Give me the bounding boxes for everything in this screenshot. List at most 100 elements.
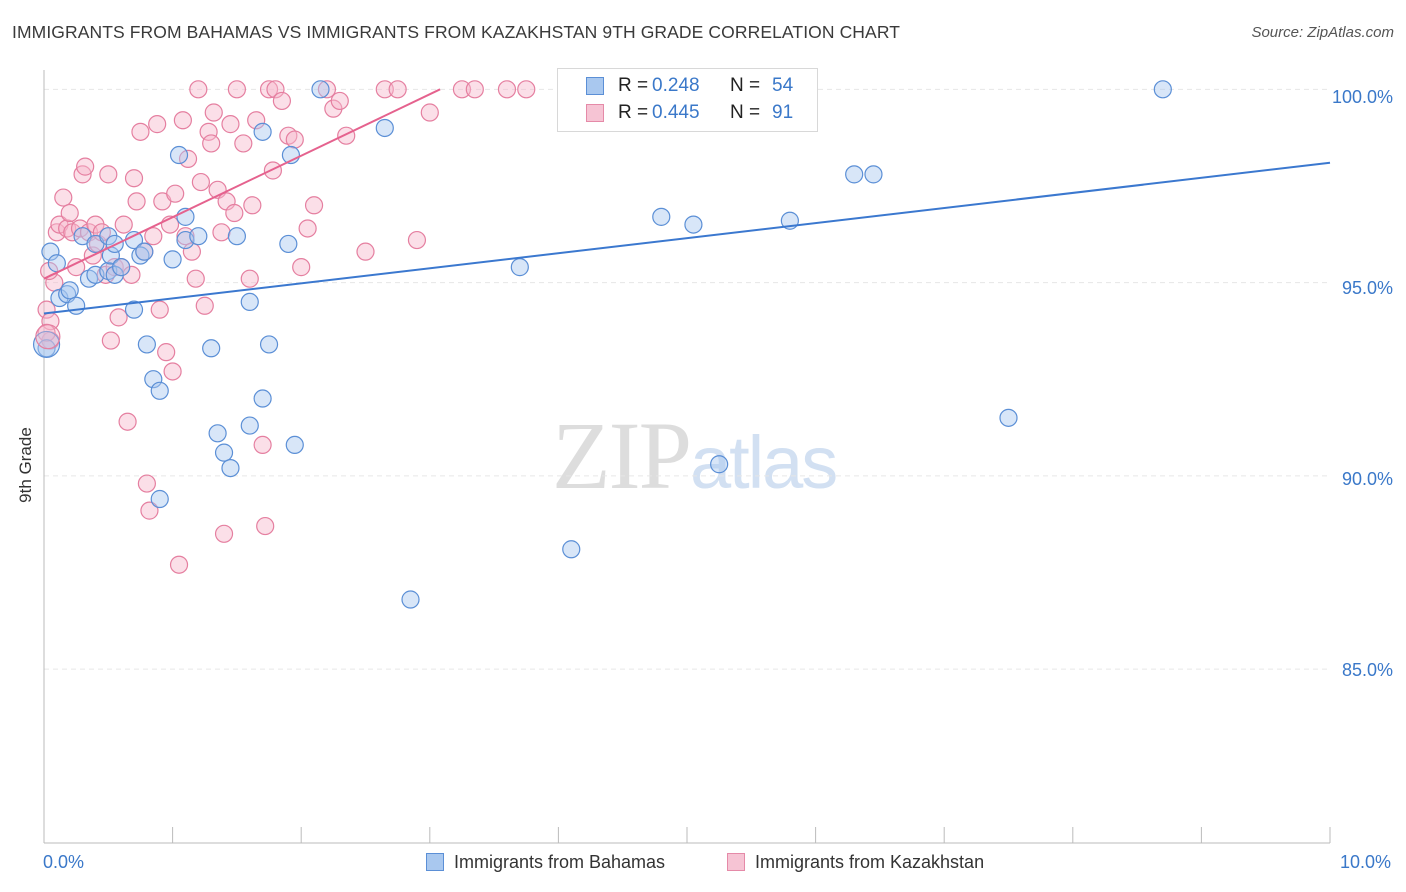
- kazakhstan-point: [272, 91, 292, 111]
- kazakhstan-point: [166, 184, 185, 203]
- bahamas-point: [311, 80, 330, 99]
- bahamas-swatch: [586, 77, 604, 95]
- bahamas-point: [279, 234, 298, 254]
- kazakhstan-point: [452, 80, 472, 99]
- kazakhstan-point: [517, 80, 536, 99]
- kazakhstan-point: [186, 269, 205, 288]
- kazakhstan-point: [54, 188, 73, 207]
- bahamas-point: [150, 381, 169, 400]
- bahamas-point: [1153, 80, 1172, 99]
- bahamas-point: [240, 416, 259, 435]
- bahamas-point: [41, 242, 60, 261]
- kazakhstan-point: [298, 219, 317, 238]
- kazakhstan-legend-swatch: [727, 853, 745, 871]
- bahamas-point: [710, 455, 729, 474]
- kazakhstan-point: [497, 80, 517, 99]
- kazakhstan-swatch: [586, 104, 604, 122]
- y-tick-label-100: 100.0%: [1331, 87, 1393, 107]
- kazakhstan-point: [375, 80, 394, 99]
- chart-title: IMMIGRANTS FROM BAHAMAS VS IMMIGRANTS FR…: [12, 22, 901, 42]
- bahamas-point: [253, 389, 272, 408]
- kazakhstan-point: [243, 196, 262, 215]
- r-value: 0.248: [652, 75, 700, 96]
- bahamas-point: [214, 443, 234, 462]
- stats-legend: R = 0.248 N = 54 R = 0.445 N = 91: [557, 68, 818, 132]
- bahamas-trend-line: [43, 161, 1331, 315]
- y-tick-label-90: 90.0%: [1341, 469, 1393, 489]
- kazakhstan-point: [150, 300, 169, 319]
- bahamas-point: [112, 258, 131, 277]
- bahamas-point: [202, 339, 221, 358]
- kazakhstan-point: [407, 230, 427, 250]
- kazakhstan-point: [173, 111, 192, 130]
- bahamas-point: [510, 258, 529, 277]
- source-credit: Source: ZipAtlas.com: [1251, 24, 1394, 41]
- y-tick-label-85: 85.0%: [1341, 660, 1393, 680]
- kazakhstan-point: [124, 169, 144, 188]
- bahamas-point: [137, 335, 156, 354]
- legend-item-bahamas: Immigrants from Bahamas: [426, 852, 665, 873]
- bahamas-point: [285, 435, 304, 455]
- kazakhstan-trend-line: [43, 88, 441, 280]
- kazakhstan-point: [330, 91, 349, 111]
- watermark-zip: ZIP: [552, 402, 692, 509]
- bahamas-point: [67, 296, 86, 315]
- r-value: 0.445: [652, 102, 700, 123]
- kazakhstan-point: [35, 324, 61, 350]
- kazakhstan-point: [189, 80, 208, 99]
- kazakhstan-point: [191, 172, 210, 192]
- kazakhstan-point: [99, 165, 118, 184]
- bahamas-point: [845, 165, 864, 184]
- watermark-atlas: atlas: [690, 421, 838, 504]
- kazakhstan-point: [221, 115, 240, 134]
- n-value: 91: [772, 102, 794, 123]
- n-label: N =: [730, 102, 761, 123]
- kazakhstan-point: [317, 80, 337, 99]
- bahamas-point: [652, 207, 671, 226]
- kazakhstan-point: [114, 215, 133, 234]
- legend-label-bahamas: Immigrants from Bahamas: [454, 852, 666, 872]
- kazakhstan-point: [157, 343, 176, 362]
- bahamas-point: [375, 118, 394, 138]
- kazakhstan-point: [420, 103, 439, 122]
- kazakhstan-point: [137, 474, 156, 493]
- bahamas-point: [227, 227, 246, 246]
- kazakhstan-point: [118, 412, 137, 431]
- kazakhstan-point: [169, 555, 189, 574]
- kazakhstan-point: [204, 103, 223, 122]
- kazakhstan-point: [127, 192, 146, 211]
- r-label: R =: [618, 102, 649, 123]
- legend-item-kazakhstan: Immigrants from Kazakhstan: [727, 852, 984, 873]
- n-value: 54: [772, 75, 794, 96]
- kazakhstan-point: [256, 516, 275, 536]
- kazakhstan-point: [202, 134, 221, 153]
- kazakhstan-point: [292, 258, 311, 277]
- kazakhstan-point: [199, 122, 218, 141]
- legend-label-kazakhstan: Immigrants from Kazakhstan: [755, 852, 985, 872]
- bahamas-point: [208, 424, 227, 443]
- kazakhstan-point: [212, 223, 231, 242]
- kazakhstan-point: [247, 111, 266, 130]
- bahamas-point: [253, 122, 272, 141]
- bahamas-point: [401, 590, 420, 609]
- kazakhstan-point: [140, 501, 159, 520]
- kazakhstan-point: [195, 296, 214, 315]
- kazakhstan-point: [109, 308, 128, 327]
- kazakhstan-point: [176, 227, 195, 246]
- kazakhstan-point: [266, 80, 285, 99]
- kazakhstan-point: [214, 524, 234, 543]
- kazakhstan-point: [60, 203, 79, 223]
- kazakhstan-point: [240, 269, 259, 288]
- kazakhstan-point: [37, 300, 56, 319]
- bahamas-point: [124, 300, 144, 319]
- kazakhstan-point: [227, 80, 246, 99]
- kazakhstan-point: [234, 134, 253, 153]
- bahamas-point: [150, 489, 169, 509]
- kazakhstan-point: [76, 157, 95, 176]
- kazakhstan-point: [178, 149, 198, 168]
- bahamas-point: [163, 250, 182, 269]
- kazakhstan-point: [144, 227, 163, 246]
- bahamas-point: [169, 145, 189, 165]
- bahamas-point: [240, 292, 259, 311]
